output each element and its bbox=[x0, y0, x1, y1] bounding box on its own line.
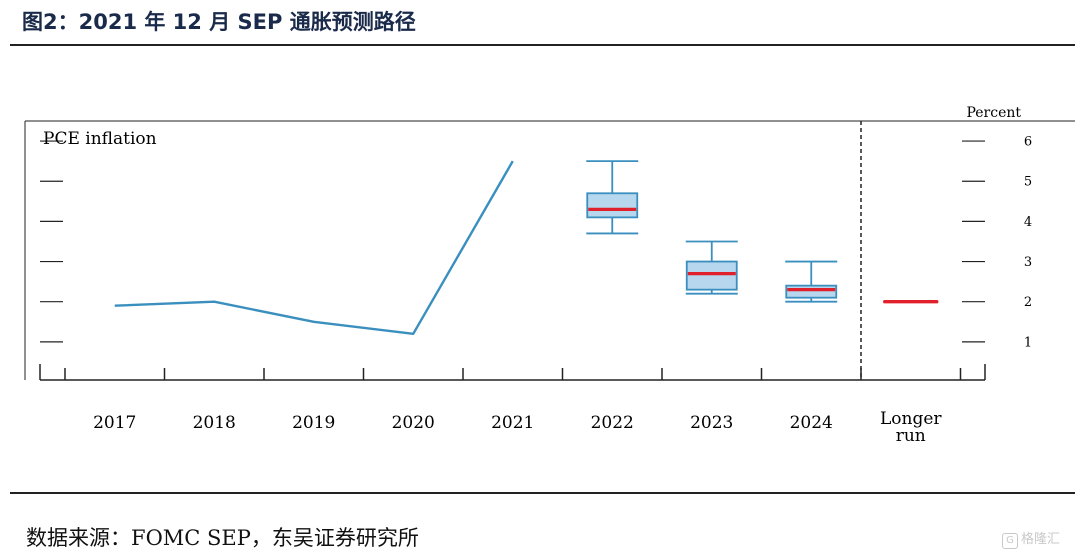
watermark-text: 格隆汇 bbox=[1021, 532, 1061, 547]
x-category-label: 2022 bbox=[591, 413, 634, 433]
x-category-label: 2023 bbox=[690, 413, 733, 433]
iqr-box bbox=[586, 192, 639, 219]
y-tick-label: 1 bbox=[1024, 335, 1032, 350]
iqr-box bbox=[785, 284, 838, 299]
y-tick-label: 5 bbox=[1024, 175, 1032, 190]
y-tick-label: 4 bbox=[1024, 215, 1032, 230]
projection-box-2022 bbox=[586, 160, 639, 235]
watermark-logo-icon: G bbox=[1002, 533, 1018, 549]
x-category-label: run bbox=[896, 426, 926, 446]
x-category-label: 2020 bbox=[392, 413, 435, 433]
y-tick-label: 2 bbox=[1024, 295, 1032, 310]
x-category-label: 2019 bbox=[292, 413, 335, 433]
title-rule bbox=[10, 44, 1075, 46]
panel-label: PCE inflation bbox=[43, 129, 157, 149]
source-note: 数据来源：FOMC SEP，东吴证券研究所 bbox=[26, 526, 419, 550]
x-category-label: 2018 bbox=[193, 413, 236, 433]
pce-inflation-chart: 1 2 3 4 5 6 PCE inflation Percent 2017 2018 2019 20… bbox=[24, 105, 1075, 446]
x-category-label: 2017 bbox=[93, 413, 136, 433]
x-category-label: Longer bbox=[880, 409, 942, 429]
x-category-label: 2021 bbox=[491, 413, 534, 433]
watermark: G 格隆汇 bbox=[1002, 528, 1060, 549]
x-category-label: 2024 bbox=[790, 413, 833, 433]
y-tick-label: 3 bbox=[1024, 255, 1032, 270]
y-tick-label: 6 bbox=[1024, 135, 1032, 150]
iqr-box bbox=[685, 260, 738, 291]
unit-label: Percent bbox=[966, 105, 1021, 121]
source-rule bbox=[10, 492, 1075, 494]
figure-title: 图2：2021 年 12 月 SEP 通胀预测路径 bbox=[22, 10, 416, 34]
history-line bbox=[114, 160, 514, 336]
projection-box-2024 bbox=[785, 260, 838, 303]
projection-box-2023 bbox=[685, 240, 738, 295]
